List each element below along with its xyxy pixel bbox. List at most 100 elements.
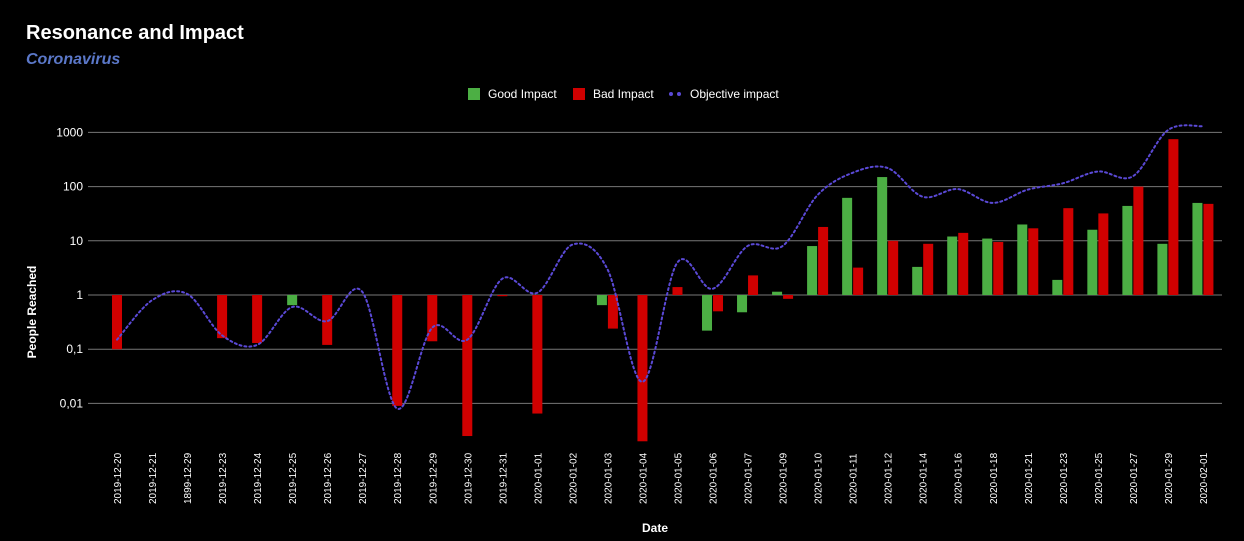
x-tick-label: 2019-12-31 [498, 452, 509, 504]
x-tick-label: 2019-12-25 [288, 452, 299, 504]
bad-impact-bar [1168, 139, 1179, 295]
good-impact-bar [702, 295, 713, 331]
good-impact-bar [1087, 229, 1098, 295]
x-tick-label: 2019-12-24 [253, 452, 264, 504]
y-tick-label: 100 [63, 180, 83, 194]
bad-impact-bar [1028, 228, 1039, 295]
x-tick-label: 2019-12-28 [393, 452, 404, 504]
good-impact-bar [737, 295, 748, 313]
legend-swatch-dot [669, 92, 673, 96]
good-impact-bar [1052, 279, 1063, 295]
bad-impact-bar [672, 287, 683, 295]
y-tick-label: 1000 [56, 125, 83, 139]
bad-impact-bar [532, 295, 543, 414]
x-tick-label: 2019-12-27 [358, 452, 369, 504]
bad-impact-bar [993, 242, 1004, 295]
bad-impact-bar [818, 226, 829, 295]
x-tick-label: 2019-12-26 [323, 452, 334, 504]
x-tick-label: 2019-12-23 [218, 452, 229, 504]
x-tick-label: 2019-12-21 [148, 452, 159, 504]
x-tick-label: 2020-01-21 [1024, 452, 1035, 504]
bad-impact-bar [637, 295, 648, 442]
good-impact-bar [1192, 202, 1203, 295]
x-tick-label: 2020-01-23 [1059, 452, 1070, 504]
good-impact-bar [287, 295, 298, 306]
legend-label: Bad Impact [593, 87, 654, 101]
y-tick-label: 0,1 [66, 342, 83, 356]
bad-impact-bar [252, 295, 263, 344]
good-impact-bar [842, 197, 853, 295]
bad-impact-bar [322, 295, 333, 345]
bad-impact-bar [923, 243, 934, 295]
good-impact-bar [982, 238, 993, 295]
x-axis-title: Date [642, 521, 668, 535]
x-tick-label: 2020-01-11 [849, 453, 860, 504]
x-tick-label: 2020-01-12 [884, 452, 895, 504]
x-tick-label: 2020-01-16 [954, 452, 965, 504]
good-impact-bar [1122, 205, 1133, 295]
x-tick-label: 2020-01-03 [603, 452, 614, 504]
x-tick-label: 2019-12-29 [428, 452, 439, 504]
x-tick-label: 2020-01-29 [1164, 452, 1175, 504]
chart-subtitle: Coronavirus [26, 51, 121, 68]
bad-impact-bar [462, 295, 473, 437]
bad-impact-bar [607, 295, 618, 329]
bad-impact-bar [783, 295, 794, 299]
x-tick-label: 2020-01-06 [709, 452, 720, 504]
good-impact-bar [1157, 243, 1168, 295]
x-tick-label: 2020-01-27 [1129, 452, 1140, 504]
x-tick-label: 2020-01-25 [1094, 452, 1105, 504]
legend-swatch [468, 88, 480, 100]
bad-impact-bar [958, 232, 969, 295]
x-tick-label: 2020-01-14 [919, 452, 930, 504]
y-tick-label: 1 [76, 288, 83, 302]
legend-swatch [573, 88, 585, 100]
bad-impact-bar [713, 295, 724, 312]
good-impact-bar [772, 291, 783, 295]
bars [112, 139, 1214, 442]
bad-impact-bar [217, 295, 228, 339]
x-tick-label: 2020-01-01 [533, 452, 544, 504]
x-tick-label: 2020-01-04 [638, 452, 649, 504]
bad-impact-bar [392, 295, 403, 406]
good-impact-bar [912, 266, 923, 295]
legend-swatch-dot [677, 92, 681, 96]
bad-impact-bar [888, 240, 899, 295]
bad-impact-bar [112, 295, 122, 350]
good-impact-bar [807, 246, 818, 295]
x-tick-label: 2020-01-18 [989, 452, 1000, 504]
x-tick-label: 1899-12-29 [183, 452, 194, 504]
y-tick-label: 0,01 [60, 396, 84, 410]
legend: Good Impact Bad Impact Objective impact [468, 87, 779, 101]
bad-impact-bar [748, 275, 759, 295]
x-tick-label: 2020-01-10 [814, 452, 825, 504]
x-tick-label: 2019-12-20 [113, 452, 124, 504]
x-tick-label: 2020-01-07 [744, 452, 755, 504]
objective-line [116, 124, 1204, 410]
x-tick-label: 2020-01-05 [673, 452, 684, 504]
bad-impact-bar [853, 267, 864, 295]
legend-label: Objective impact [690, 87, 779, 101]
x-tick-label: 2020-01-02 [568, 452, 579, 504]
y-tick-label: 10 [70, 234, 84, 248]
good-impact-bar [1017, 224, 1028, 295]
bad-impact-bar [1063, 208, 1074, 295]
x-axis: 2019-12-20 2019-12-21 1899-12-29 2019-12-23… [113, 452, 1210, 504]
bad-impact-bar [1133, 186, 1144, 295]
bad-impact-bar [1203, 203, 1214, 295]
legend-label: Good Impact [488, 87, 557, 101]
x-tick-label: 2019-12-30 [463, 452, 474, 504]
y-axis: 0,01 0,1 1 10 100 1000 [56, 125, 83, 410]
objective-impact-line [116, 124, 1204, 410]
good-impact-bar [596, 295, 607, 306]
x-tick-label: 2020-02-01 [1199, 452, 1210, 504]
x-tick-label: 2020-01-09 [779, 452, 790, 504]
y-axis-title: People Reached [25, 266, 39, 359]
bad-impact-bar [497, 295, 508, 297]
chart-title: Resonance and Impact [26, 22, 244, 44]
good-impact-bar [877, 177, 888, 295]
bad-impact-bar [427, 295, 438, 342]
bad-impact-bar [1098, 213, 1109, 295]
good-impact-bar [947, 236, 958, 295]
